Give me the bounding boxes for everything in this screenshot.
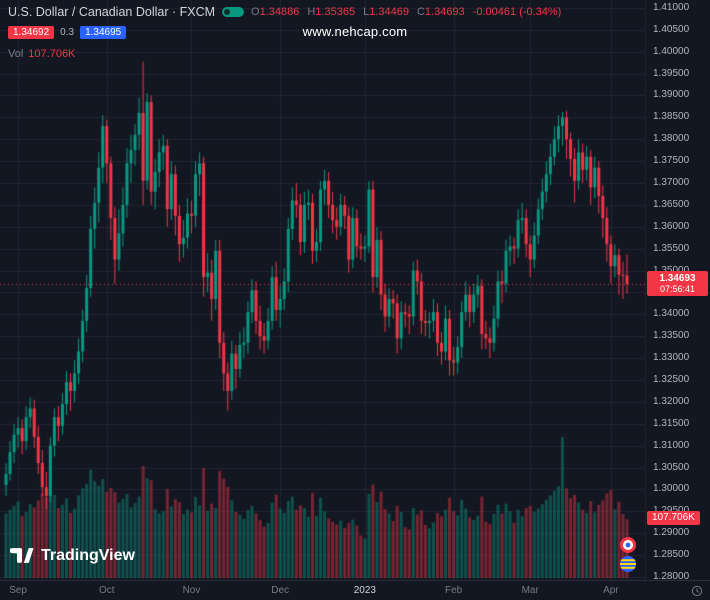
ohlc-high-value: 1.35365 xyxy=(315,6,356,18)
ohlc-values: O1.34886 H1.35365 L1.34469 C1.34693 -0.0… xyxy=(251,6,561,18)
time-tick-label: Oct xyxy=(99,585,115,596)
change-value: -0.00461 (-0.34%) xyxy=(472,6,562,18)
price-tick-label: 1.31500 xyxy=(653,417,690,429)
striped-ball-icon xyxy=(620,556,636,572)
price-tick-label: 1.41000 xyxy=(653,1,690,13)
price-tick-label: 1.39000 xyxy=(653,89,690,101)
volume-label: Vol xyxy=(8,48,24,60)
ohlc-open-label: O xyxy=(251,6,260,18)
bid-ask-row: 1.34692 0.3 1.34695 xyxy=(8,26,561,39)
ohlc-close-label: C xyxy=(416,6,425,18)
price-axis[interactable]: 1.34693 07:56:41 107.706K 1.41000 1.40500… xyxy=(645,0,710,582)
price-tick-label: 1.38000 xyxy=(653,133,690,145)
last-price-tag: 1.34693 07:56:41 xyxy=(647,270,708,296)
clock-icon xyxy=(691,585,703,597)
price-tick-label: 1.29000 xyxy=(653,527,690,539)
price-tick-label: 1.33500 xyxy=(653,330,690,342)
time-tick-label: Dec xyxy=(271,585,290,596)
tradingview-logo-icon xyxy=(10,548,34,563)
floating-badges xyxy=(620,537,636,572)
price-tick-label: 1.28500 xyxy=(653,549,690,561)
tradingview-logo[interactable]: TradingView xyxy=(10,546,135,565)
price-tick-label: 1.29500 xyxy=(653,505,689,517)
time-tick-label: Mar xyxy=(521,585,539,596)
last-price-value: 1.34693 xyxy=(659,272,696,284)
price-tick-label: 1.28000 xyxy=(653,570,690,582)
price-tick-label: 1.40500 xyxy=(653,23,690,35)
price-tick-label: 1.36500 xyxy=(653,198,690,210)
candlestick-chart[interactable] xyxy=(0,0,645,580)
ohlc-open-value: 1.34886 xyxy=(259,6,300,18)
price-tick-label: 1.35000 xyxy=(653,265,689,277)
price-tick-label: 1.30000 xyxy=(653,483,690,495)
time-tick-label: Apr xyxy=(603,585,619,596)
price-tick-label: 1.31000 xyxy=(653,439,690,451)
price-tick-label: 1.40000 xyxy=(653,45,690,57)
price-tick-label: 1.37500 xyxy=(653,155,690,167)
time-tick-label: Feb xyxy=(444,585,463,596)
bid-price-button[interactable]: 1.34692 xyxy=(8,26,55,39)
price-tick-label: 1.33000 xyxy=(653,352,690,364)
price-tick-label: 1.32000 xyxy=(653,395,690,407)
chart-legend: U.S. Dollar / Canadian Dollar · FXCM O1.… xyxy=(8,5,561,60)
time-axis[interactable]: Sep Oct Nov Dec 2023 Feb Mar Apr xyxy=(0,580,710,600)
market-open-badge[interactable] xyxy=(222,7,245,17)
price-tick-label: 1.37000 xyxy=(653,176,690,188)
ohlc-low-value: 1.34469 xyxy=(369,6,409,18)
price-tick-label: 1.35500 xyxy=(653,242,690,254)
ohlc-close: C1.34693 xyxy=(417,6,465,18)
price-tick-label: 1.30500 xyxy=(653,461,690,473)
watermark-text: www.nehcap.com xyxy=(302,24,408,39)
spread-value: 0.3 xyxy=(60,27,75,38)
ohlc-high-label: H xyxy=(307,6,316,18)
legend-title-row: U.S. Dollar / Canadian Dollar · FXCM O1.… xyxy=(8,5,561,19)
ohlc-low: L1.34469 xyxy=(363,6,409,18)
volume-row: Vol 107.706K xyxy=(8,48,561,60)
symbol-title[interactable]: U.S. Dollar / Canadian Dollar · FXCM xyxy=(8,5,216,19)
ohlc-low-label: L xyxy=(363,6,370,18)
market-open-dot xyxy=(224,9,231,15)
tradingview-logo-text: TradingView xyxy=(41,546,135,564)
price-tick-label: 1.34000 xyxy=(653,308,690,320)
price-tick-label: 1.36000 xyxy=(653,220,690,232)
ohlc-open: O1.34886 xyxy=(251,6,299,18)
time-tick-label: Sep xyxy=(9,585,27,596)
time-tick-label: Nov xyxy=(182,585,201,596)
bar-countdown: 07:56:41 xyxy=(659,283,696,294)
time-tick-label: 2023 xyxy=(353,585,376,596)
target-icon xyxy=(620,537,636,553)
ohlc-close-value: 1.34693 xyxy=(424,6,465,18)
price-tick-label: 1.39500 xyxy=(653,67,690,79)
ohlc-high: H1.35365 xyxy=(307,6,355,18)
price-tick-label: 1.32500 xyxy=(653,373,690,385)
volume-value: 107.706K xyxy=(28,48,76,60)
price-tick-label: 1.38500 xyxy=(653,111,690,123)
last-volume-tag: 107.706K xyxy=(647,511,700,526)
ask-price-button[interactable]: 1.34695 xyxy=(80,26,127,39)
